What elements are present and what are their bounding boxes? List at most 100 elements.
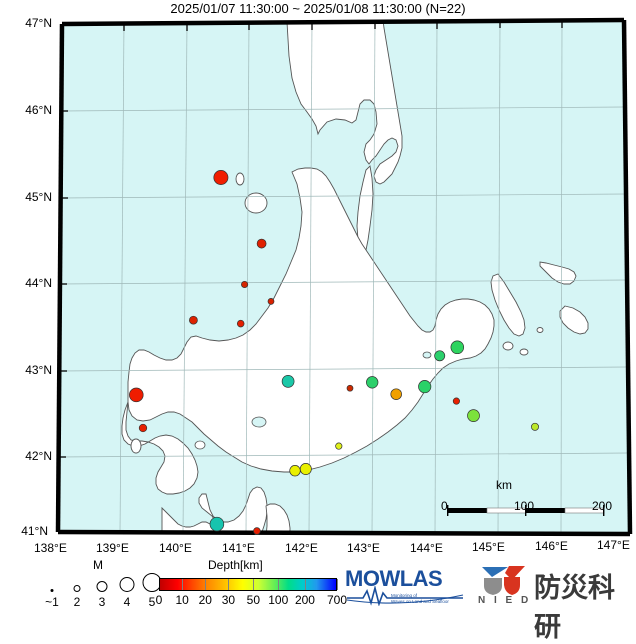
mowlas-logo[interactable]: MOWLAS Monitoring of Waves on Land and S… — [345, 566, 467, 608]
depth-legend-label: 10 — [175, 593, 189, 607]
epicenter-marker[interactable] — [366, 376, 379, 389]
epicenter-marker[interactable] — [346, 384, 354, 392]
island-habomai-c — [536, 327, 544, 333]
epicenter-marker[interactable] — [209, 516, 225, 532]
island-habomai-b — [519, 348, 529, 356]
depth-legend-title: Depth[km] — [208, 558, 263, 572]
graticule — [58, 20, 629, 534]
epicenter-marker[interactable] — [390, 388, 402, 400]
lat-tick-44: 44°N — [25, 276, 52, 290]
lon-tick-147: 147°E — [597, 538, 630, 552]
page-title: 2025/01/07 11:30:00 ~ 2025/01/08 11:30:0… — [170, 1, 466, 16]
magnitude-legend-title: M — [93, 558, 103, 572]
epicenter-marker[interactable] — [281, 375, 295, 388]
depth-legend-label: 50 — [246, 593, 260, 607]
depth-legend-tick — [337, 579, 338, 590]
landmass-honshu-east — [265, 503, 291, 534]
map-svg — [55, 17, 633, 537]
lake-toya — [251, 416, 267, 428]
mowlas-tagline: Monitoring of Waves on Land and Seafloor — [391, 593, 449, 605]
epicenter-marker[interactable] — [434, 350, 446, 362]
depth-legend-tick — [205, 579, 207, 590]
depth-legend-label: 0 — [155, 593, 163, 607]
epicenter-marker[interactable] — [138, 423, 148, 433]
depth-legend-tick — [304, 579, 306, 590]
island-etorofu — [539, 261, 577, 285]
magnitude-legend-label: 3 — [98, 595, 106, 609]
scalebar-tick-0: 0 — [441, 499, 448, 513]
epicenter-marker[interactable] — [299, 463, 312, 475]
scalebar-unit: km — [496, 478, 512, 492]
scalebar-tick-100: 100 — [514, 499, 535, 513]
epicenter-marker[interactable] — [129, 387, 144, 403]
scalebar — [447, 505, 605, 516]
depth-legend-label: 20 — [198, 593, 212, 607]
lake-kussharo — [422, 351, 432, 359]
epicenter-marker[interactable] — [253, 527, 261, 535]
map-canvas[interactable] — [0, 16, 636, 538]
mowlas-tagline-line1: Monitoring of — [391, 593, 418, 598]
lat-tick-41: 41°N — [21, 524, 48, 538]
lat-tick-42: 42°N — [25, 449, 52, 463]
magnitude-legend-label: 4 — [123, 595, 131, 609]
magnitude-legend: ~1 2 3 4 5 — [40, 573, 165, 609]
depth-legend-tick — [228, 579, 230, 590]
lon-tick-138: 138°E — [34, 541, 67, 555]
magnitude-legend-label: 2 — [73, 595, 81, 609]
depth-legend-label: 30 — [221, 593, 236, 607]
mowlas-tagline-line2: Waves on Land and Seafloor — [391, 599, 449, 604]
magnitude-legend-label: ~1 — [45, 595, 59, 609]
mowlas-wordmark: MOWLAS — [345, 566, 443, 591]
depth-colorbar — [159, 578, 337, 591]
scalebar-tick-200: 200 — [592, 499, 613, 513]
epicenter-marker[interactable] — [531, 422, 539, 431]
epicenter-marker[interactable] — [452, 397, 460, 405]
island-small-north — [235, 172, 245, 186]
lon-tick-142: 142°E — [285, 541, 318, 555]
lon-tick-143: 143°E — [347, 541, 380, 555]
epicenter-marker[interactable] — [236, 319, 245, 328]
epicenter-marker[interactable] — [213, 170, 229, 185]
depth-legend-label: 700 — [326, 593, 348, 607]
island-rebun — [244, 192, 268, 214]
lat-tick-43: 43°N — [25, 363, 52, 377]
island-okushiri — [130, 438, 142, 454]
lon-tick-141: 141°E — [222, 541, 255, 555]
magnitude-legend-circle — [73, 585, 81, 592]
lat-tick-46: 46°N — [25, 103, 52, 117]
nied-logo[interactable]: N I E D 防災科研 — [478, 564, 633, 643]
nied-mark-icon — [482, 566, 525, 595]
lat-tick-47: 47°N — [25, 16, 52, 30]
epicenter-marker[interactable] — [241, 280, 249, 289]
epicenter-marker[interactable] — [267, 298, 275, 305]
depth-legend-tick — [278, 579, 280, 590]
lon-tick-144: 144°E — [410, 541, 443, 555]
epicenter-marker[interactable] — [418, 380, 432, 394]
depth-legend-tick — [182, 579, 184, 590]
island-kunashiri — [490, 273, 526, 337]
lake-shikotsu — [194, 440, 206, 450]
magnitude-legend-circle — [50, 589, 54, 592]
depth-legend-label: 100 — [268, 593, 289, 607]
nied-letters: N I E D — [478, 595, 532, 606]
magnitude-legend-label: 5 — [148, 595, 156, 609]
depth-legend-tick — [253, 579, 255, 590]
epicenter-marker[interactable] — [450, 340, 465, 355]
epicenter-markers[interactable] — [129, 170, 539, 535]
lon-tick-139: 139°E — [96, 541, 129, 555]
island-shikotan — [559, 305, 589, 335]
axis-ticks — [58, 21, 563, 458]
epicenter-marker[interactable] — [289, 465, 301, 477]
magnitude-legend-circle — [96, 581, 108, 592]
epicenter-marker[interactable] — [335, 442, 343, 450]
landmass-sakhalin — [286, 20, 403, 185]
mowlas-waveform-icon — [346, 586, 464, 606]
epicenter-marker[interactable] — [467, 409, 480, 422]
magnitude-legend-circle — [119, 577, 135, 592]
depth-legend: 0 10 20 30 50 100 200 700 — [156, 578, 347, 610]
epicenter-marker[interactable] — [189, 315, 198, 325]
depth-legend-label: 200 — [294, 593, 315, 607]
map-frame — [55, 17, 633, 537]
epicenter-marker[interactable] — [256, 238, 267, 249]
